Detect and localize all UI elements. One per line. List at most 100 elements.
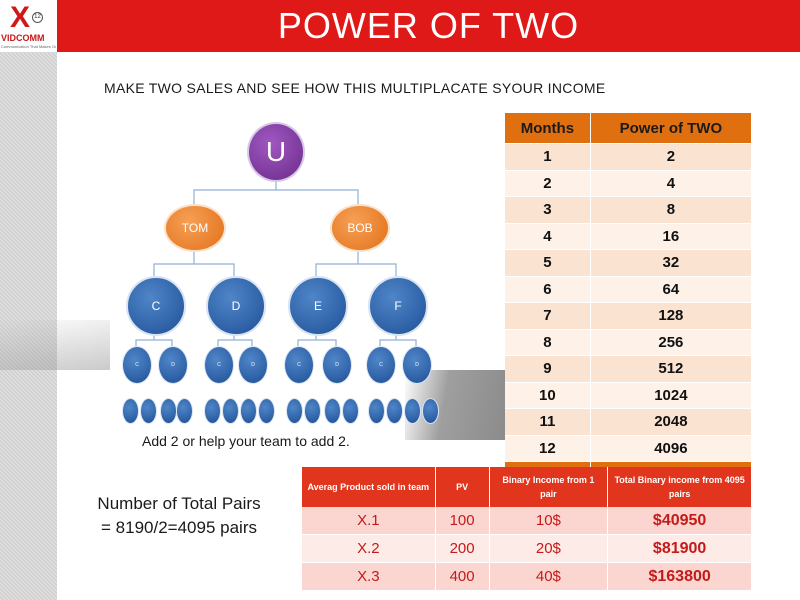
tree-node-c: C bbox=[126, 276, 186, 336]
column-header-power: Power of TWO bbox=[590, 113, 753, 144]
column-header-binary-income: Binary Income from 1 pair bbox=[489, 467, 609, 507]
binary-income-cell: 20$ bbox=[489, 534, 609, 563]
tree-node-small: D bbox=[158, 346, 188, 384]
month-cell: 2 bbox=[505, 170, 591, 197]
tree-node-leaf bbox=[286, 398, 303, 424]
power-cell: 256 bbox=[590, 329, 753, 356]
page-title: POWER OF TWO bbox=[277, 5, 580, 46]
binary-income-cell: 10$ bbox=[489, 507, 609, 535]
table-row: 4 16 bbox=[505, 223, 753, 250]
power-of-two-table: Months Power of TWO 1 2 2 4 3 8 4 16 5 32 6 64 7 128 8… bbox=[505, 113, 753, 488]
month-cell: 5 bbox=[505, 249, 591, 277]
binary-income-cell: 40$ bbox=[489, 562, 609, 591]
logo: X 12 VIDCOMM Communication That Makes Ou… bbox=[0, 0, 57, 52]
month-cell: 1 bbox=[505, 143, 591, 171]
tree-node-small: C bbox=[204, 346, 234, 384]
tree-node-leaf bbox=[386, 398, 403, 424]
avg-product-cell: X.2 bbox=[302, 534, 436, 563]
tree-node-leaf bbox=[240, 398, 257, 424]
tree-connectors bbox=[135, 180, 417, 346]
pv-cell: 400 bbox=[435, 562, 490, 591]
month-cell: 9 bbox=[505, 355, 591, 383]
tree-node-leaf bbox=[304, 398, 321, 424]
table-row: 11 2048 bbox=[505, 408, 753, 436]
logo-mark: X bbox=[10, 1, 31, 34]
binary-income-table: Averag Product sold in team PV Binary In… bbox=[302, 467, 752, 591]
power-cell: 32 bbox=[590, 249, 753, 277]
tree-node-root: U bbox=[247, 122, 305, 182]
power-cell: 512 bbox=[590, 355, 753, 383]
column-header-pv: PV bbox=[435, 467, 490, 507]
subtitle: MAKE TWO SALES AND SEE HOW THIS MULTIPLA… bbox=[104, 80, 606, 96]
tree-node-d: D bbox=[206, 276, 266, 336]
total-income-cell: $163800 bbox=[607, 562, 752, 591]
table-row: X.2 200 20$ $81900 bbox=[302, 534, 752, 563]
column-header-avg-product: Averag Product sold in team bbox=[302, 467, 436, 507]
tree-node-small: D bbox=[238, 346, 268, 384]
table-row: 7 128 bbox=[505, 302, 753, 330]
month-cell: 10 bbox=[505, 382, 591, 409]
avg-product-cell: X.1 bbox=[302, 507, 436, 535]
month-cell: 6 bbox=[505, 276, 591, 303]
power-cell: 8 bbox=[590, 196, 753, 224]
tree-node-leaf bbox=[222, 398, 239, 424]
tree-node-leaf bbox=[160, 398, 177, 424]
tree-node-leaf bbox=[368, 398, 385, 424]
tree-node-leaf bbox=[342, 398, 359, 424]
table-header-row: Averag Product sold in team PV Binary In… bbox=[302, 467, 752, 507]
month-cell: 7 bbox=[505, 302, 591, 330]
total-pairs-line2: = 8190/2=4095 pairs bbox=[101, 518, 257, 537]
pv-cell: 100 bbox=[435, 507, 490, 535]
tree-node-leaf bbox=[404, 398, 421, 424]
table-row: 9 512 bbox=[505, 355, 753, 383]
tree-node-leaf bbox=[324, 398, 341, 424]
power-cell: 4 bbox=[590, 170, 753, 197]
table-row: 10 1024 bbox=[505, 382, 753, 409]
power-cell: 128 bbox=[590, 302, 753, 330]
tree-node-leaf bbox=[140, 398, 157, 424]
table-row: 8 256 bbox=[505, 329, 753, 356]
tree-node-small: C bbox=[122, 346, 152, 384]
table-row: 12 4096 bbox=[505, 435, 753, 462]
table-row: 6 64 bbox=[505, 276, 753, 303]
logo-name: VIDCOMM bbox=[1, 33, 45, 43]
power-cell: 64 bbox=[590, 276, 753, 303]
power-cell: 2048 bbox=[590, 408, 753, 436]
tree-node-small: C bbox=[366, 346, 396, 384]
tree-node-tom: TOM bbox=[164, 204, 226, 252]
month-cell: 12 bbox=[505, 435, 591, 462]
total-pairs-line1: Number of Total Pairs bbox=[97, 494, 261, 513]
decorative-shadow bbox=[0, 320, 110, 370]
total-pairs-note: Number of Total Pairs = 8190/2=4095 pair… bbox=[74, 492, 284, 540]
pv-cell: 200 bbox=[435, 534, 490, 563]
tree-node-f: F bbox=[368, 276, 428, 336]
logo-tagline: Communication That Makes Ourselves bbox=[1, 44, 56, 49]
table-row: X.1 100 10$ $40950 bbox=[302, 507, 752, 535]
tree-caption: Add 2 or help your team to add 2. bbox=[142, 433, 350, 449]
tree-node-leaf bbox=[122, 398, 139, 424]
avg-product-cell: X.3 bbox=[302, 562, 436, 591]
referral-tree-diagram: U TOM BOB C D E F C D C D C D C D bbox=[110, 118, 440, 430]
tree-node-leaf bbox=[176, 398, 193, 424]
table-header-row: Months Power of TWO bbox=[505, 113, 753, 144]
tree-node-bob: BOB bbox=[330, 204, 390, 252]
tree-node-small: D bbox=[322, 346, 352, 384]
power-cell: 4096 bbox=[590, 435, 753, 462]
tree-node-e: E bbox=[288, 276, 348, 336]
total-income-cell: $40950 bbox=[607, 507, 752, 535]
month-cell: 11 bbox=[505, 408, 591, 436]
tree-node-leaf bbox=[258, 398, 275, 424]
table-row: 5 32 bbox=[505, 249, 753, 277]
logo-badge: 12 bbox=[32, 12, 43, 23]
power-cell: 1024 bbox=[590, 382, 753, 409]
tree-node-leaf bbox=[422, 398, 439, 424]
column-header-months: Months bbox=[505, 113, 591, 144]
tree-node-small: D bbox=[402, 346, 432, 384]
tree-node-small: C bbox=[284, 346, 314, 384]
month-cell: 8 bbox=[505, 329, 591, 356]
table-row: X.3 400 40$ $163800 bbox=[302, 562, 752, 591]
power-cell: 2 bbox=[590, 143, 753, 171]
power-cell: 16 bbox=[590, 223, 753, 250]
